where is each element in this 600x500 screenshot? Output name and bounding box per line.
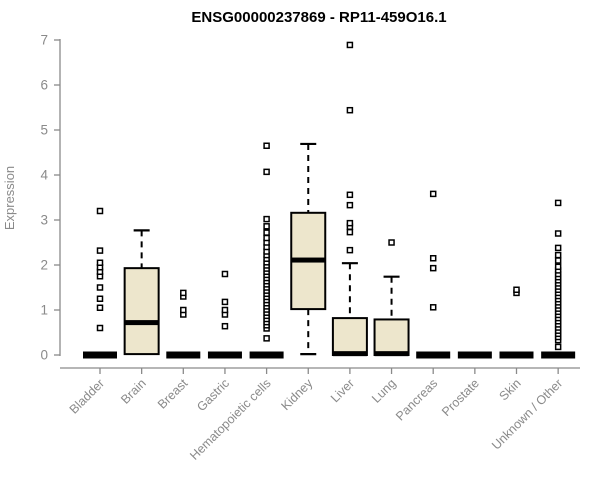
- outlier-point: [221, 306, 229, 314]
- outlier-point: [221, 322, 229, 330]
- collapsed-box: [499, 351, 534, 359]
- y-tick-label: 3: [40, 213, 48, 228]
- iqr-box: [331, 317, 368, 357]
- box-group: [373, 239, 410, 357]
- outlier-point: [554, 230, 562, 237]
- outlier-point: [96, 259, 104, 266]
- outlier-point: [554, 263, 562, 271]
- outlier-point: [554, 257, 562, 264]
- outlier-point: [263, 215, 270, 223]
- outlier-point: [221, 298, 229, 306]
- outlier-point: [429, 255, 437, 262]
- collapsed-box: [541, 351, 576, 359]
- outlier-point: [263, 223, 270, 230]
- x-tick-label: Bladder: [67, 376, 107, 416]
- y-tick-label: 1: [40, 303, 48, 318]
- collapsed-box: [249, 351, 284, 359]
- outlier-point: [554, 343, 562, 351]
- outlier-point: [554, 244, 562, 252]
- y-tick-label: 0: [40, 348, 48, 363]
- outlier-point: [263, 335, 270, 342]
- outlier-point: [513, 286, 520, 293]
- x-tick-label: Liver: [328, 376, 357, 405]
- box-group: [290, 142, 327, 356]
- outlier-point: [263, 229, 270, 236]
- outlier-point: [96, 295, 104, 302]
- collapsed-box: [166, 351, 201, 359]
- outlier-point: [263, 168, 270, 176]
- outlier-point: [263, 142, 270, 149]
- x-tick-label: Prostate: [439, 376, 482, 419]
- collapsed-box: [207, 351, 242, 359]
- collapsed-box: [416, 351, 451, 359]
- outlier-point: [346, 219, 354, 227]
- y-tick-label: 6: [40, 78, 48, 93]
- y-tick-label: 4: [40, 168, 48, 183]
- y-tick-label: 2: [40, 258, 48, 273]
- median-bar: [124, 320, 159, 326]
- outlier-point: [388, 239, 395, 246]
- x-tick-label: Hematopoietic cells: [187, 376, 274, 463]
- iqr-box: [373, 318, 410, 357]
- collapsed-box: [457, 351, 492, 359]
- box-group: [207, 270, 242, 359]
- box-group: [331, 41, 368, 357]
- box-group: [166, 289, 201, 359]
- outlier-point: [429, 264, 437, 272]
- outlier-point: [263, 234, 270, 242]
- median-bar: [374, 351, 409, 357]
- box-group: [83, 207, 117, 359]
- box-group: [541, 199, 576, 359]
- y-tick-label: 7: [40, 33, 48, 48]
- x-tick-label: Skin: [497, 376, 524, 403]
- outlier-point: [96, 304, 104, 311]
- box-group: [249, 142, 284, 359]
- x-tick-label: Unknown / Other: [489, 376, 565, 452]
- outlier-point: [96, 324, 104, 332]
- outlier-point: [429, 304, 437, 311]
- box-group: [499, 286, 534, 359]
- x-tick-label: Pancreas: [393, 376, 440, 423]
- x-tick-label: Lung: [369, 376, 399, 406]
- outlier-point: [429, 190, 437, 198]
- iqr-box: [123, 267, 160, 356]
- y-tick-label: 5: [40, 123, 48, 138]
- outlier-point: [346, 201, 354, 209]
- y-axis-label: Expression: [2, 166, 17, 230]
- x-tick-label: Breast: [155, 376, 191, 412]
- box-group: [123, 229, 160, 356]
- outlier-point: [346, 228, 354, 236]
- outlier-point: [221, 270, 229, 278]
- chart-title: ENSG00000237869 - RP11-459O16.1: [191, 9, 446, 26]
- box-group: [457, 351, 492, 359]
- outlier-point: [554, 199, 562, 207]
- outlier-point: [346, 191, 354, 199]
- outlier-point: [554, 251, 562, 259]
- outlier-point: [96, 284, 104, 291]
- x-tick-label: Gastric: [194, 376, 232, 414]
- median-bar: [291, 257, 326, 263]
- outlier-point: [180, 289, 187, 297]
- collapsed-box: [83, 351, 117, 359]
- outlier-point: [346, 106, 354, 114]
- outlier-point: [346, 41, 354, 49]
- box-group: [416, 190, 451, 359]
- x-tick-label: Kidney: [278, 376, 315, 413]
- x-tick-label: Brain: [118, 376, 149, 407]
- outlier-point: [346, 246, 354, 254]
- outlier-point: [180, 306, 187, 314]
- outlier-point: [96, 207, 104, 215]
- outlier-point: [96, 247, 104, 254]
- plot-area: [83, 41, 576, 359]
- median-bar: [332, 351, 367, 357]
